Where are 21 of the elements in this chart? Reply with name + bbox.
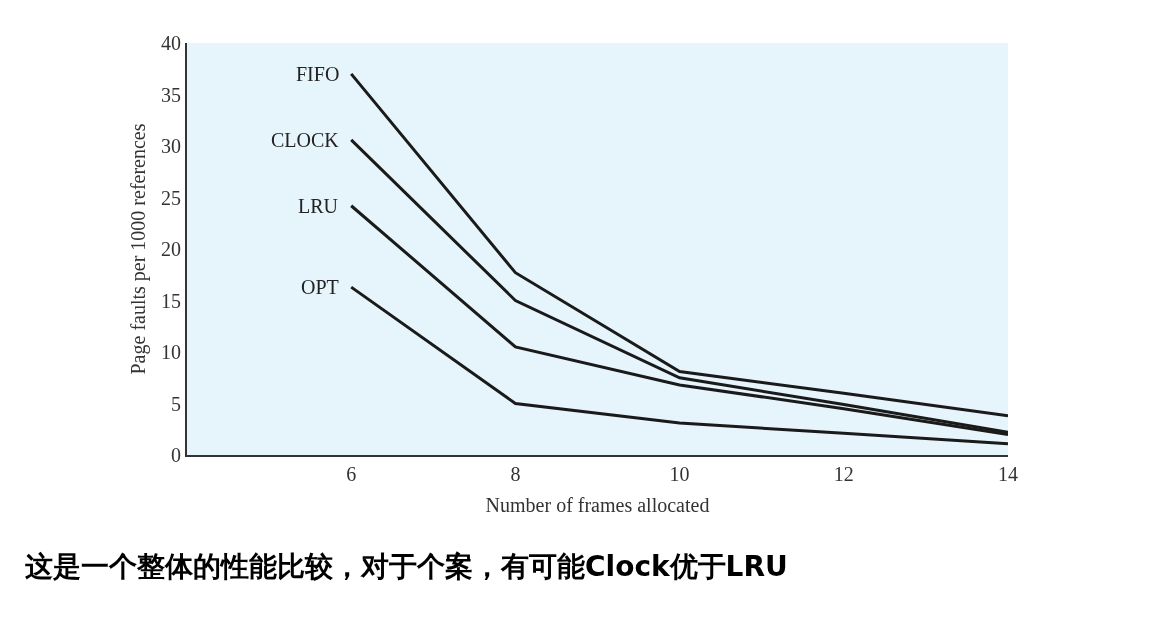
text: 这是一个整体的性能比较，对于个案，有可能Clock优于LRU	[25, 550, 788, 583]
x-tick-label: 8	[510, 463, 521, 485]
y-tick-label: 0	[171, 444, 181, 466]
y-tick-label: 5	[171, 392, 181, 415]
series-label: LRU	[298, 195, 339, 217]
y-tick-label: 30	[161, 135, 181, 157]
y-tick-label: 35	[161, 83, 181, 106]
x-tick-label: 14	[998, 463, 1018, 485]
series-label: CLOCK	[271, 129, 340, 151]
x-tick-label: 12	[833, 463, 854, 485]
y-tick-label: 25	[161, 186, 181, 209]
x-tick-label: 6	[346, 463, 357, 485]
y-axis-title: Page faults per 1000 references	[127, 123, 150, 375]
x-tick-label: 10	[669, 463, 690, 485]
x-axis-title: Number of frames allocated	[485, 494, 710, 516]
series-label: FIFO	[296, 63, 340, 85]
y-tick-label: 20	[161, 238, 181, 260]
y-tick-label: 15	[161, 289, 181, 312]
y-tick-label: 40	[161, 32, 181, 54]
y-tick-label: 10	[161, 341, 181, 363]
series-label: OPT	[301, 276, 339, 298]
